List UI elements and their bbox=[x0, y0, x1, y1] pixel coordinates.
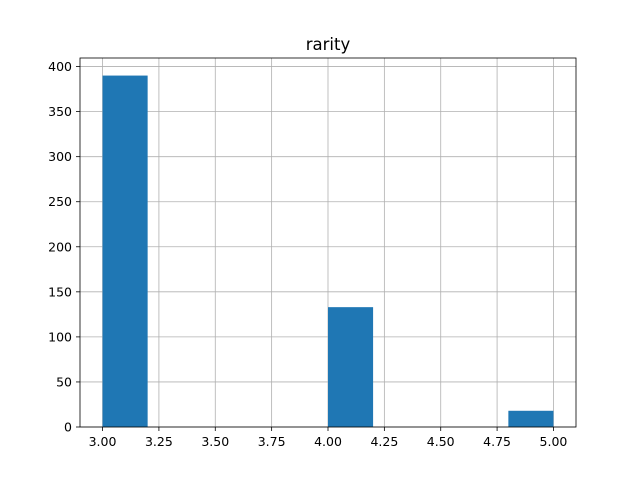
histogram-bar-0 bbox=[102, 75, 148, 428]
x-tick-label-7: 4.75 bbox=[483, 434, 511, 449]
x-axis-ticks: 3.00 3.25 3.50 3.75 4.00 4.25 4.50 4.75 5.00 bbox=[89, 427, 568, 449]
y-tick-label-5: 250 bbox=[48, 194, 72, 209]
y-tick-label-2: 100 bbox=[48, 329, 72, 344]
y-tick-label-3: 150 bbox=[48, 284, 72, 299]
x-tick-label-3: 3.75 bbox=[258, 434, 286, 449]
y-tick-label-0: 0 bbox=[64, 420, 72, 435]
y-tick-label-6: 300 bbox=[48, 149, 72, 164]
x-tick-label-8: 5.00 bbox=[540, 434, 568, 449]
x-tick-label-6: 4.50 bbox=[427, 434, 455, 449]
histogram-bar-5 bbox=[328, 307, 374, 427]
x-tick-label-4: 4.00 bbox=[314, 434, 342, 449]
y-axis-ticks: 0 50 100 150 200 250 300 350 400 bbox=[48, 59, 80, 435]
y-tick-label-1: 50 bbox=[56, 374, 72, 389]
y-tick-label-8: 400 bbox=[48, 59, 72, 74]
x-tick-label-0: 3.00 bbox=[89, 434, 117, 449]
grid-lines bbox=[80, 58, 576, 428]
histogram-bar-9 bbox=[508, 410, 554, 427]
histogram-bars bbox=[102, 75, 554, 428]
y-tick-label-7: 350 bbox=[48, 104, 72, 119]
y-tick-label-4: 200 bbox=[48, 239, 72, 254]
chart-title: rarity bbox=[306, 35, 351, 54]
x-tick-label-5: 4.25 bbox=[370, 434, 398, 449]
x-tick-label-2: 3.50 bbox=[201, 434, 229, 449]
x-tick-label-1: 3.25 bbox=[145, 434, 173, 449]
